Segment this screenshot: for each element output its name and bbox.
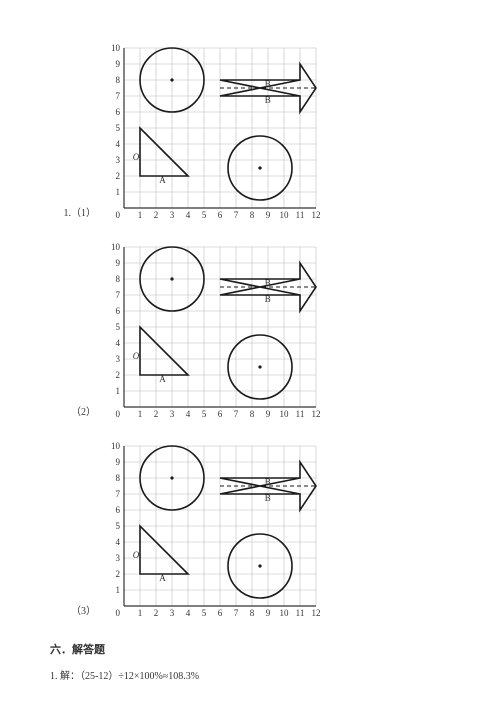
svg-text:7: 7 — [116, 489, 121, 499]
svg-text:2: 2 — [116, 171, 121, 181]
svg-text:2: 2 — [154, 409, 159, 419]
svg-text:10: 10 — [280, 210, 290, 220]
svg-text:4: 4 — [186, 608, 191, 618]
svg-text:A: A — [159, 573, 166, 583]
svg-text:9: 9 — [266, 210, 271, 220]
svg-text:B: B — [265, 493, 271, 503]
svg-text:7: 7 — [116, 290, 121, 300]
svg-text:1: 1 — [138, 409, 143, 419]
svg-text:7: 7 — [234, 608, 239, 618]
svg-text:2: 2 — [116, 569, 121, 579]
svg-text:3: 3 — [170, 608, 175, 618]
svg-text:3: 3 — [116, 553, 121, 563]
svg-text:5: 5 — [202, 210, 207, 220]
svg-text:1: 1 — [116, 386, 121, 396]
svg-text:O: O — [133, 351, 140, 361]
svg-text:8: 8 — [116, 274, 121, 284]
svg-text:0: 0 — [116, 409, 121, 419]
svg-text:11: 11 — [296, 210, 305, 220]
svg-text:5: 5 — [116, 322, 121, 332]
svg-text:4: 4 — [186, 210, 191, 220]
svg-text:8: 8 — [250, 210, 255, 220]
svg-text:10: 10 — [111, 242, 121, 252]
svg-text:8: 8 — [250, 608, 255, 618]
svg-text:5: 5 — [116, 521, 121, 531]
grid-figure-3: 123456789101112123456789100OABB — [102, 438, 328, 621]
svg-text:7: 7 — [234, 210, 239, 220]
svg-text:10: 10 — [280, 608, 290, 618]
svg-text:1: 1 — [138, 210, 143, 220]
figure-label-3: （3） — [50, 602, 102, 621]
svg-text:3: 3 — [170, 409, 175, 419]
svg-text:4: 4 — [116, 338, 121, 348]
section-title: 六．解答题 — [50, 641, 450, 657]
svg-text:2: 2 — [116, 370, 121, 380]
svg-text:3: 3 — [116, 354, 121, 364]
svg-text:A: A — [159, 374, 166, 384]
svg-text:8: 8 — [250, 409, 255, 419]
svg-text:2: 2 — [154, 608, 159, 618]
answer-line-1: 1. 解：（25-12）÷12×100%≈108.3% — [50, 667, 450, 682]
svg-text:5: 5 — [202, 409, 207, 419]
svg-text:5: 5 — [116, 123, 121, 133]
svg-text:6: 6 — [116, 306, 121, 316]
svg-text:1: 1 — [116, 585, 121, 595]
svg-text:B: B — [265, 79, 271, 89]
svg-text:4: 4 — [116, 537, 121, 547]
svg-text:B: B — [265, 95, 271, 105]
svg-text:2: 2 — [154, 210, 159, 220]
svg-text:B: B — [265, 477, 271, 487]
svg-text:B: B — [265, 294, 271, 304]
svg-text:12: 12 — [312, 409, 321, 419]
svg-text:0: 0 — [116, 608, 121, 618]
svg-text:0: 0 — [116, 210, 121, 220]
svg-text:3: 3 — [170, 210, 175, 220]
svg-text:7: 7 — [116, 91, 121, 101]
svg-text:8: 8 — [116, 473, 121, 483]
svg-text:9: 9 — [266, 409, 271, 419]
svg-text:11: 11 — [296, 409, 305, 419]
svg-text:9: 9 — [266, 608, 271, 618]
svg-text:12: 12 — [312, 608, 321, 618]
svg-text:6: 6 — [116, 107, 121, 117]
svg-text:3: 3 — [116, 155, 121, 165]
svg-text:9: 9 — [116, 457, 121, 467]
svg-text:5: 5 — [202, 608, 207, 618]
svg-text:9: 9 — [116, 258, 121, 268]
svg-text:9: 9 — [116, 59, 121, 69]
svg-text:10: 10 — [111, 441, 121, 451]
svg-text:6: 6 — [218, 210, 223, 220]
figure-label-1: 1.（1） — [50, 204, 102, 223]
svg-text:11: 11 — [296, 608, 305, 618]
svg-text:12: 12 — [312, 210, 321, 220]
svg-text:A: A — [159, 175, 166, 185]
svg-text:B: B — [265, 278, 271, 288]
svg-text:7: 7 — [234, 409, 239, 419]
figure-label-2: （2） — [50, 403, 102, 422]
grid-figure-2: 123456789101112123456789100OABB — [102, 239, 328, 422]
svg-text:4: 4 — [186, 409, 191, 419]
svg-text:O: O — [133, 550, 140, 560]
svg-text:1: 1 — [138, 608, 143, 618]
svg-text:6: 6 — [218, 409, 223, 419]
svg-text:1: 1 — [116, 187, 121, 197]
grid-figure-1: 123456789101112123456789100OABB — [102, 40, 328, 223]
svg-text:4: 4 — [116, 139, 121, 149]
svg-text:O: O — [133, 152, 140, 162]
svg-text:10: 10 — [280, 409, 290, 419]
svg-text:10: 10 — [111, 43, 121, 53]
svg-text:8: 8 — [116, 75, 121, 85]
svg-text:6: 6 — [218, 608, 223, 618]
svg-text:6: 6 — [116, 505, 121, 515]
